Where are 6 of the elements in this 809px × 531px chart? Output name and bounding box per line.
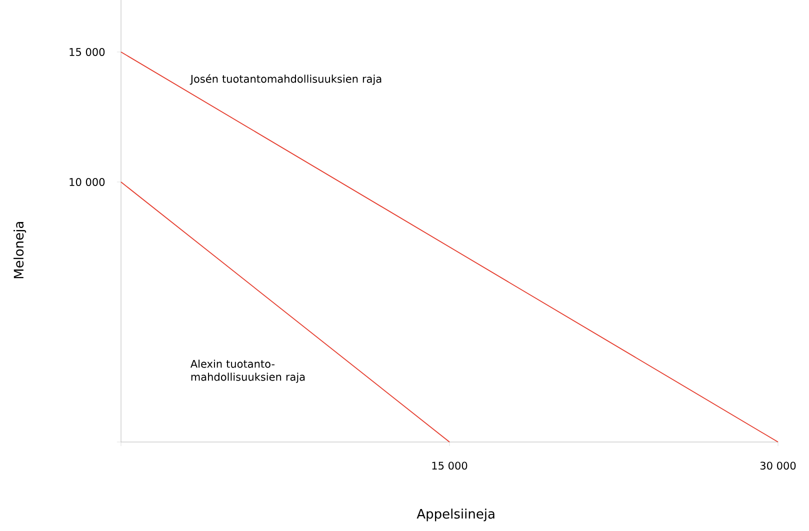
y-axis-title: Meloneja — [14, 222, 26, 278]
y-tick-label: 10 000 — [70, 178, 105, 186]
series-label: Josén tuotantomahdollisuuksien raja — [190, 74, 382, 85]
x-tick-label: 30 000 — [760, 462, 796, 470]
text: Alexin tuotanto- mahdollisuuksien raja — [190, 360, 305, 383]
x-axis-title: Appelsiineja — [416, 508, 494, 522]
